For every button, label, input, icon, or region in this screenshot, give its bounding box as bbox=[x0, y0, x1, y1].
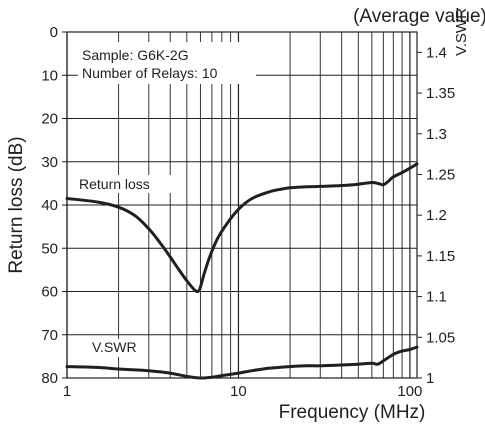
x-tick-label: 100 bbox=[397, 383, 422, 400]
series-label-return-loss: Return loss bbox=[79, 176, 150, 192]
tick-labels: 1 10 100 0 10 20 30 40 50 60 70 80 1.4 1.35 1.3 1.25 1.2… bbox=[41, 24, 455, 400]
x-tick-label: 1 bbox=[63, 383, 71, 400]
y2-tick-label: 1.25 bbox=[426, 166, 455, 183]
annotation-sample: Sample: G6K-2G bbox=[82, 47, 189, 63]
y2-tick-label: 1.2 bbox=[426, 207, 447, 224]
series-label-background bbox=[90, 339, 144, 357]
x-axis-label: Frequency (MHz) bbox=[279, 402, 426, 423]
y-tick-label: 30 bbox=[41, 154, 58, 171]
plot-frame bbox=[66, 31, 418, 379]
y-tick-label: 70 bbox=[41, 327, 58, 344]
chart-title: (Average value) bbox=[353, 6, 485, 27]
y2-tick-label: 1.3 bbox=[426, 126, 447, 143]
annotation-relays: Number of Relays: 10 bbox=[82, 65, 218, 81]
x-tick-label: 10 bbox=[230, 383, 247, 400]
y2-tick-label: 1.4 bbox=[426, 44, 447, 61]
y2-axis-label: V.SWR bbox=[453, 8, 470, 56]
y-tick-label: 80 bbox=[41, 370, 58, 387]
y2-tick-label: 1 bbox=[426, 370, 434, 387]
vswr-line bbox=[65, 345, 419, 380]
annotation-background bbox=[78, 42, 256, 84]
y-tick-label: 60 bbox=[41, 284, 58, 301]
series-label-vswr: V.SWR bbox=[92, 339, 137, 355]
plot-area-border bbox=[66, 31, 418, 379]
y-tick-label: 40 bbox=[41, 197, 58, 214]
series-label-background bbox=[76, 175, 172, 193]
y2-tick-label: 1.35 bbox=[426, 85, 455, 102]
y-tick-label: 0 bbox=[50, 24, 58, 41]
y-tick-label: 10 bbox=[41, 67, 58, 84]
y2-tick-label: 1.05 bbox=[426, 329, 455, 346]
series-lines bbox=[65, 162, 419, 380]
y-tick-label: 50 bbox=[41, 240, 58, 257]
y2-tick-label: 1.15 bbox=[426, 248, 455, 265]
return-loss-line bbox=[65, 162, 419, 294]
y2-tick-label: 1.1 bbox=[426, 289, 447, 306]
y-tick-label: 20 bbox=[41, 111, 58, 128]
y-axis-label: Return loss (dB) bbox=[6, 136, 27, 273]
